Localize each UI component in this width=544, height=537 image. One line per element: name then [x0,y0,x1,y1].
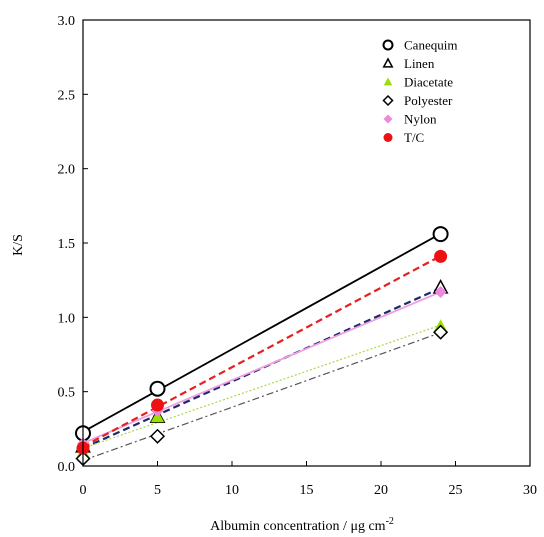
marker-t-c [151,398,164,412]
trend-line-nylon [82,291,441,445]
y-tick-label: 1.0 [58,311,76,326]
y-tick-label: 0.0 [58,460,76,475]
y-tick-label: 2.5 [58,88,76,103]
legend-label-t-c: T/C [404,130,424,145]
x-axis-title-superscript: -2 [386,516,394,527]
trend-line-t-c [82,255,442,448]
y-tick-label: 2.0 [58,163,76,178]
marker-canequim [149,380,166,397]
legend-label-canequim: Canequim [404,38,457,53]
trend-line-polyester [82,332,441,462]
x-axis-title-main: Albumin concentration / μg cm [210,519,386,534]
y-tick-label: 0.5 [58,386,76,401]
legend-marker-t-c [383,133,393,142]
x-tick-label: 15 [300,483,314,498]
marker-canequim [432,226,449,243]
legend-label-diacetate: Diacetate [404,75,453,90]
y-tick-label: 3.0 [58,14,76,29]
legend-marker-nylon [383,114,393,124]
legend-marker-linen [382,57,394,68]
legend: Canequim Linen Diacetate Polyester Nylon T/C [382,38,457,145]
marker-t-c [434,249,448,263]
plot-area [82,19,531,467]
trend-line-diacetate [82,324,441,449]
marker-polyester [433,324,449,340]
x-axis-title: Albumin concentration / μg cm-2 [210,516,394,534]
x-tick-label: 0 [80,483,87,498]
legend-label-nylon: Nylon [404,112,437,127]
legend-marker-diacetate [383,77,393,86]
trend-lines [82,232,442,462]
marker-nylon [434,286,447,299]
trend-line-canequim [82,232,442,433]
y-axis-title: K/S [11,234,26,256]
marker-polyester [149,428,166,444]
x-tick-label: 25 [449,483,463,498]
legend-label-linen: Linen [404,56,435,71]
axis-ticks: 0 5 10 15 20 25 30 0.0 0.5 1.0 1.5 2.0 2.5 3.0 [58,14,538,498]
legend-marker-canequim [382,39,394,51]
x-tick-label: 10 [225,483,239,498]
x-tick-label: 20 [374,483,388,498]
legend-label-polyester: Polyester [404,93,453,108]
data-markers [75,226,449,467]
x-tick-label: 30 [523,483,537,498]
x-tick-label: 5 [154,483,161,498]
y-tick-label: 1.5 [58,237,76,252]
legend-marker-polyester [382,94,394,107]
